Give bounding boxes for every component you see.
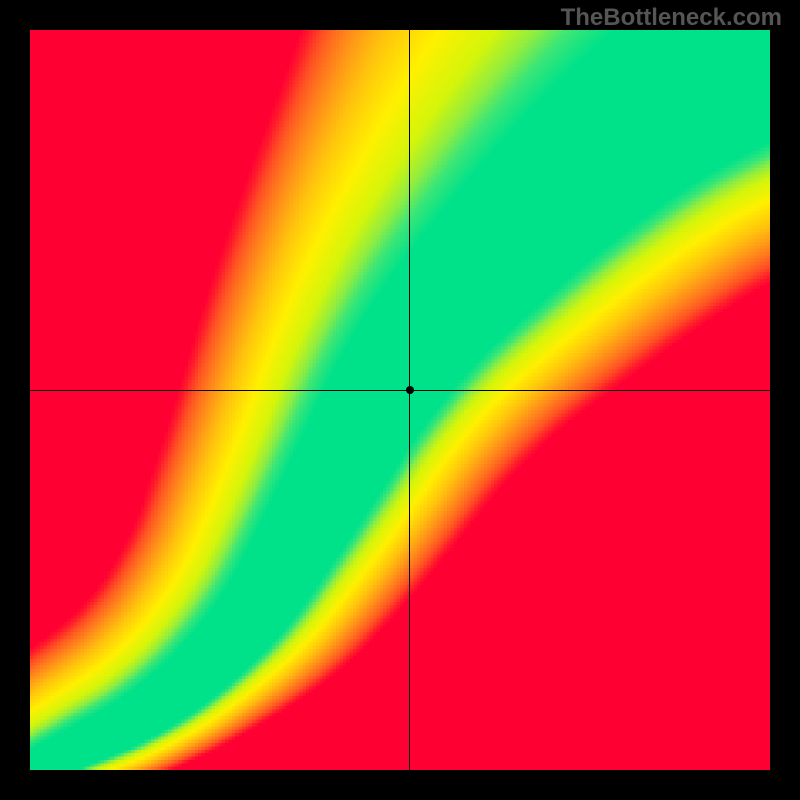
chart-frame: TheBottleneck.com — [0, 0, 800, 800]
heatmap-plot — [30, 30, 770, 770]
heatmap-canvas — [30, 30, 770, 770]
attribution-text: TheBottleneck.com — [561, 4, 782, 32]
